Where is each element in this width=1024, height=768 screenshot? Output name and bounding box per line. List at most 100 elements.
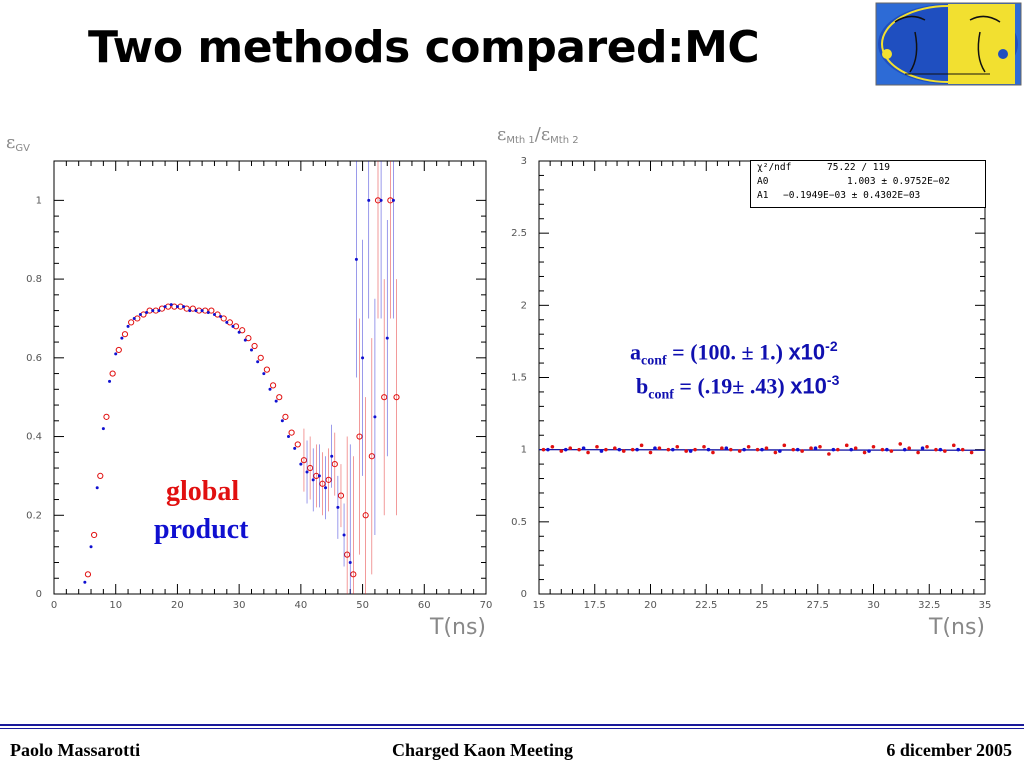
data-point bbox=[613, 446, 617, 451]
x-tick-label: 60 bbox=[418, 600, 431, 611]
data-point bbox=[138, 313, 142, 317]
data-point bbox=[95, 486, 99, 490]
data-point bbox=[293, 446, 297, 450]
data-point bbox=[934, 447, 938, 452]
a1-label: A1 bbox=[757, 190, 769, 201]
data-point bbox=[257, 354, 264, 361]
data-point bbox=[907, 446, 911, 451]
x-tick-label: 30 bbox=[233, 600, 246, 611]
data-point bbox=[175, 305, 179, 309]
data-point bbox=[742, 447, 746, 452]
data-point bbox=[368, 453, 375, 460]
data-point bbox=[337, 492, 345, 499]
data-point bbox=[200, 309, 204, 313]
data-point bbox=[391, 198, 395, 202]
data-point bbox=[317, 474, 321, 478]
y-tick-label: 0.8 bbox=[26, 274, 42, 285]
data-point bbox=[639, 443, 644, 448]
data-point bbox=[263, 366, 271, 373]
data-point bbox=[849, 447, 853, 452]
data-point bbox=[818, 444, 822, 449]
data-point bbox=[361, 356, 365, 360]
b-subscript: conf bbox=[648, 387, 674, 403]
data-point bbox=[121, 331, 129, 338]
data-point bbox=[299, 462, 303, 466]
data-point bbox=[746, 444, 751, 449]
data-point bbox=[916, 450, 920, 455]
x-tick-label: 27.5 bbox=[807, 600, 829, 611]
data-point bbox=[282, 413, 289, 420]
y-tick-label: 0 bbox=[521, 589, 527, 600]
x-tick-label: 70 bbox=[480, 600, 493, 611]
fit-stats-box: χ²/ndf 75.22 / 119 A0 1.003 ± 0.9752E−02… bbox=[750, 160, 986, 208]
data-point bbox=[114, 352, 118, 356]
a-value: = (100. ± 1.) bbox=[672, 339, 789, 365]
a-exponent: -2 bbox=[825, 338, 838, 354]
data-point bbox=[546, 447, 550, 452]
x-tick-label: 20 bbox=[171, 600, 184, 611]
fit-equation-a: aconf = (100. ± 1.) x10-2 bbox=[630, 338, 838, 370]
data-point bbox=[920, 446, 925, 451]
data-point bbox=[109, 370, 116, 377]
data-point bbox=[220, 315, 227, 322]
data-point bbox=[728, 447, 733, 452]
data-point bbox=[348, 561, 352, 565]
data-point bbox=[795, 447, 800, 452]
data-point bbox=[342, 533, 346, 537]
global-efficiency-plot: 0 10 20 30 40 50 60 70 0 0.2 0.4 0.6 0.8 1 T(ns) εGV bbox=[6, 132, 492, 640]
y-tick-label: 1 bbox=[521, 445, 527, 456]
data-point bbox=[189, 305, 196, 312]
data-point bbox=[782, 443, 787, 448]
x-tick-label: 10 bbox=[109, 600, 122, 611]
data-point bbox=[706, 447, 711, 452]
data-point bbox=[126, 324, 130, 328]
data-point bbox=[194, 309, 198, 313]
data-point bbox=[595, 444, 599, 449]
y-tick-label: 3 bbox=[521, 156, 527, 167]
data-point bbox=[599, 449, 604, 453]
data-point bbox=[268, 387, 272, 391]
y-tick-label: 1 bbox=[36, 195, 42, 206]
data-point bbox=[827, 452, 831, 456]
data-point bbox=[764, 446, 769, 451]
a0-label: A0 bbox=[757, 176, 769, 187]
y-tick-label: 2.5 bbox=[511, 228, 527, 239]
x-tick-label: 25 bbox=[756, 600, 769, 611]
data-point bbox=[120, 336, 124, 340]
method-ratio-plot: 15 17.5 20 22.5 25 27.5 30 32.5 3500.511.522.53T… bbox=[497, 124, 991, 640]
fit-equation-b: bconf = (.19± .43) x10-3 bbox=[636, 372, 839, 404]
data-point bbox=[311, 478, 315, 482]
data-point bbox=[373, 415, 377, 419]
x-tick-label: 22.5 bbox=[695, 600, 717, 611]
data-point bbox=[206, 311, 210, 315]
data-point bbox=[243, 338, 247, 342]
data-point bbox=[760, 447, 764, 452]
plot-frame bbox=[53, 160, 487, 595]
data-point bbox=[249, 348, 253, 352]
data-point bbox=[101, 427, 105, 431]
data-point bbox=[225, 320, 229, 324]
data-point bbox=[158, 305, 166, 312]
data-point bbox=[885, 447, 889, 452]
data-point bbox=[711, 450, 715, 455]
data-point bbox=[132, 316, 136, 320]
b-value: = (.19± .43) bbox=[679, 373, 791, 399]
y-tick-label: 0.4 bbox=[26, 432, 42, 443]
a-label: a bbox=[630, 339, 641, 365]
data-point bbox=[330, 454, 334, 458]
data-point bbox=[844, 443, 849, 448]
data-point bbox=[791, 447, 796, 452]
data-point bbox=[898, 442, 903, 446]
data-point bbox=[183, 305, 190, 312]
data-point bbox=[693, 447, 697, 452]
data-point bbox=[563, 447, 568, 452]
data-point bbox=[103, 413, 110, 420]
data-point bbox=[294, 441, 301, 448]
data-point bbox=[871, 444, 876, 449]
data-point bbox=[943, 449, 947, 453]
data-point bbox=[969, 450, 974, 455]
a1-value: −0.1949E−03 ± 0.4302E−03 bbox=[783, 190, 921, 201]
data-point bbox=[951, 443, 956, 448]
data-point bbox=[151, 309, 155, 313]
data-point bbox=[188, 309, 192, 313]
